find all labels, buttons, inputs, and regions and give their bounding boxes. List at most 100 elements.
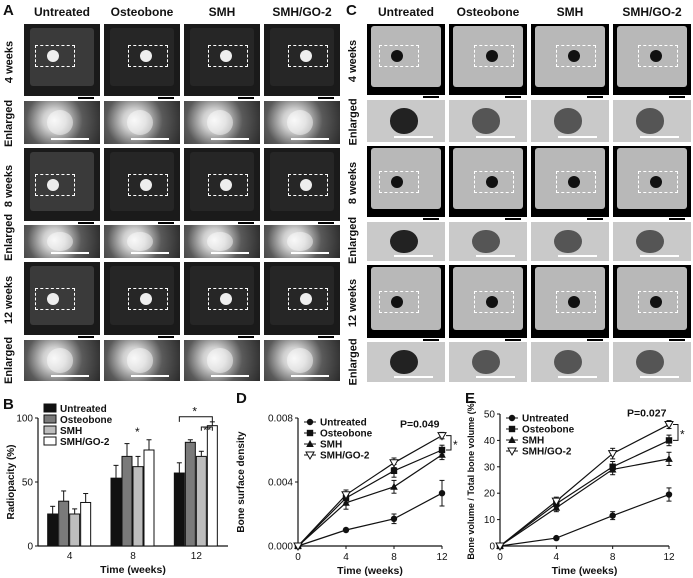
specimen-image [104,262,180,335]
defect-detail [206,231,234,252]
defect-spot [299,178,312,191]
specimen-image [367,24,445,95]
enlarged-image [449,100,527,142]
y-tick-label: 50 [484,410,496,421]
scale-bar [318,97,334,99]
scale-bar [130,138,169,140]
panel-e-label: E [465,390,476,407]
y-tick-label: 0.008 [268,414,293,425]
enlarged-image [24,340,100,381]
defect-spot [299,50,312,63]
scale-bar [78,97,94,99]
y-axis-label: Bone volume / Total bone volume (%) [466,400,476,559]
defect-detail [206,348,234,373]
scale-bar [78,336,94,338]
scale-bar [423,96,439,98]
row-label: Enlarged [3,336,15,384]
legend-label: SMH [320,440,342,451]
specimen-image [264,262,340,335]
scale-bar [318,336,334,338]
defect-spot [139,50,152,63]
y-axis-label: Radiopacity (%) [6,444,17,519]
enlarged-image [264,340,340,381]
defect-detail [472,350,500,374]
scale-bar [290,138,329,140]
data-point [664,421,674,430]
scale-bar [318,222,334,224]
panel-c-label: C [346,2,357,19]
region-of-interest-box [637,170,678,193]
scale-bar [587,339,603,341]
enlarged-image [367,222,445,261]
data-point [390,515,398,522]
x-tick-label: 0 [295,552,301,563]
defect-detail [554,229,582,254]
specimen [30,152,94,211]
defect-detail [636,229,664,254]
data-point [495,542,505,552]
data-point [665,437,673,444]
x-tick-label: 8 [610,552,616,563]
y-tick-label: 20 [484,489,496,500]
scale-bar [210,252,249,254]
specimen-image [184,148,260,221]
series-line [499,458,670,547]
scale-bar [476,376,516,378]
specimen-image [264,148,340,221]
data-point [341,491,351,500]
legend-label: SMH/GO-2 [522,447,572,458]
row-label: 4 weeks [3,40,15,83]
specimen-image [24,148,100,221]
column-heading: Untreated [33,5,90,19]
data-point [390,467,398,474]
region-of-interest-box [34,173,75,196]
scale-bar [640,136,680,138]
y-tick-label: 40 [484,436,496,447]
region-of-interest-box [207,173,248,196]
x-axis-label: Time (weeks) [552,565,618,577]
legend-swatch [43,436,57,446]
defect-detail [126,231,154,252]
defect-spot [567,175,580,188]
x-tick-label: 12 [663,552,675,563]
enlarged-image [24,225,100,258]
defect-detail [472,108,500,134]
enlarged-image [531,342,609,382]
y-axis-label: Bone surface density [236,431,247,533]
legend-label: Untreated [522,414,569,425]
defect-spot [139,178,152,191]
row-label: 8 weeks [347,161,359,205]
x-tick-label: 8 [391,552,397,563]
legend-marker [508,425,516,433]
series-line [297,492,443,547]
column-heading: SMH [208,5,236,19]
row-label: 8 weeks [3,164,15,208]
defect-spot [219,178,232,191]
legend-label: Osteobone [320,429,373,440]
row-label: Enlarged [347,337,359,385]
defect-spot [649,175,662,188]
column-heading: SMH/GO-2 [622,5,682,19]
data-point [390,482,398,490]
legend-marker [507,447,517,457]
bar [69,513,81,547]
specimen-image [613,24,691,95]
enlarged-image [449,342,527,382]
data-point [342,498,350,506]
scale-bar [669,96,685,98]
enlarged-image [184,340,260,381]
enlarged-image [264,101,340,144]
legend-label: SMH/GO-2 [60,437,110,448]
defect-spot [139,292,152,305]
chart-d-bone-surface-density: 0.000 0.004 0.008 0 4 8 12 Bone surface density… [236,414,458,578]
bar [110,477,122,547]
specimen [371,267,441,330]
scale-bar [505,218,521,220]
bar [195,455,207,547]
scale-bar [238,222,254,224]
specimen-image [184,24,260,96]
significance-bracket [446,435,452,451]
scale-bar [394,376,434,378]
data-point [609,512,616,519]
data-point [552,503,561,511]
